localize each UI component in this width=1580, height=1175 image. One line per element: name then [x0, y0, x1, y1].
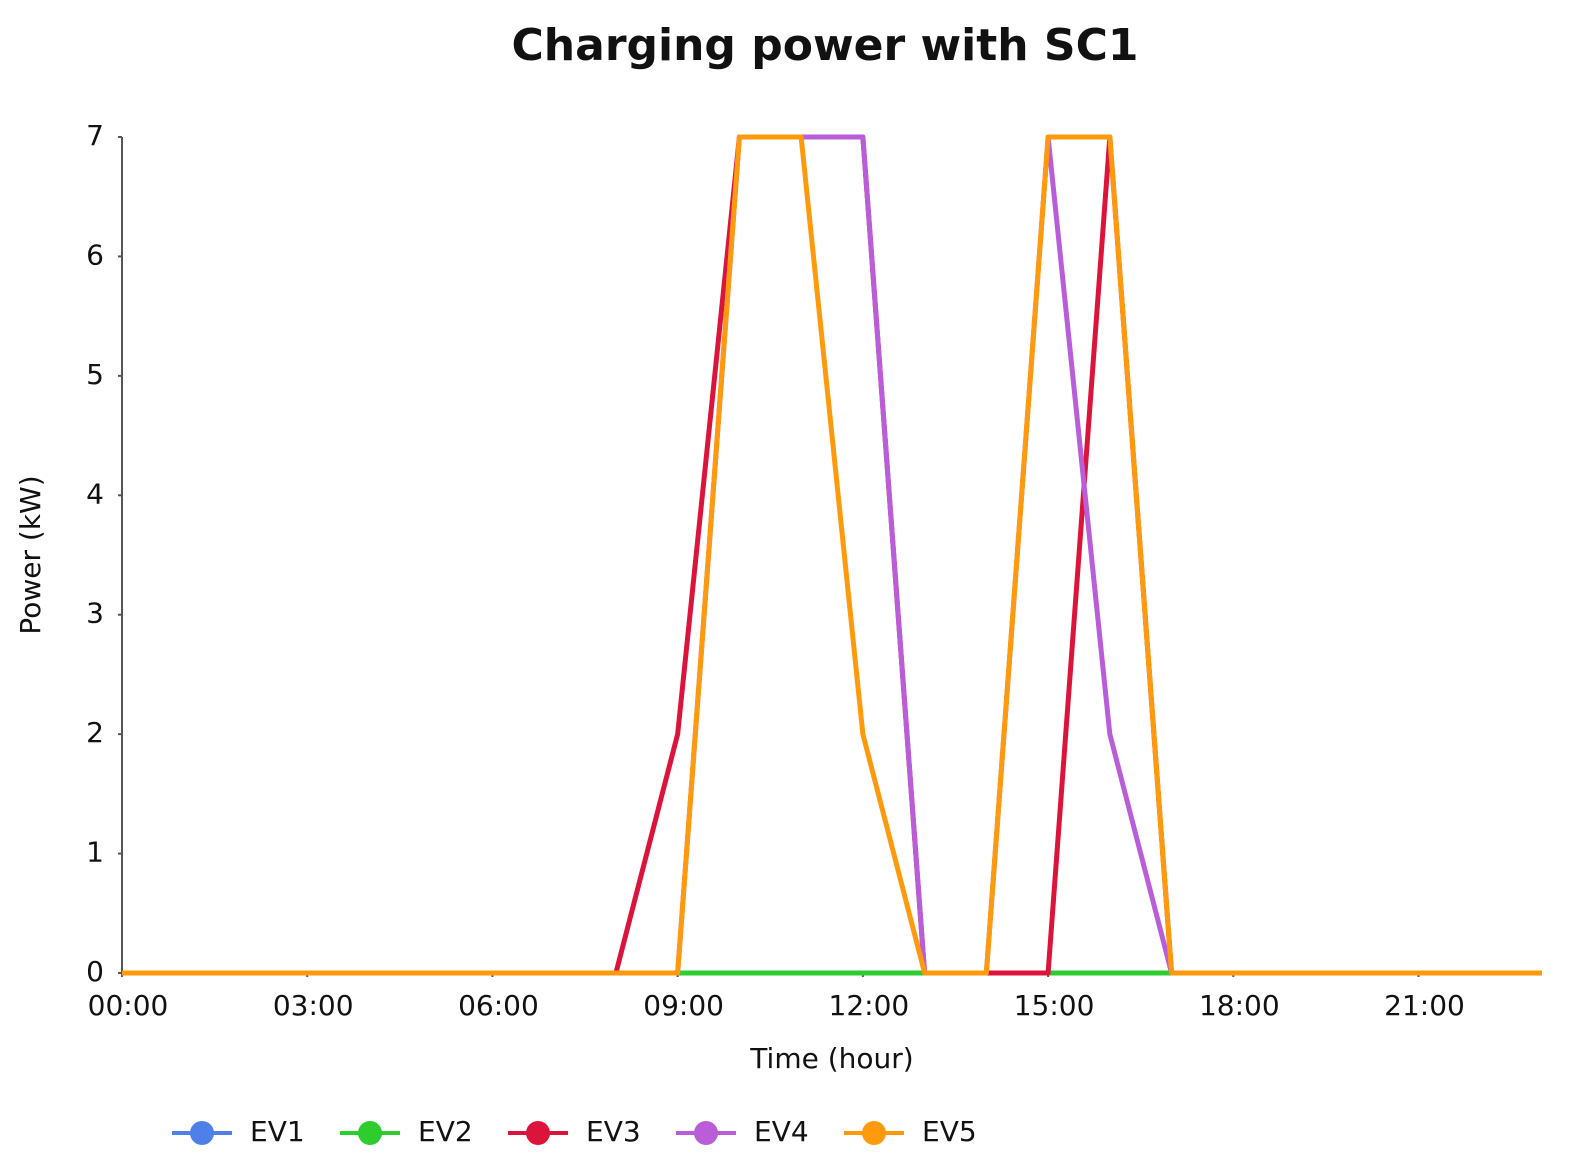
x-tick-label: 09:00 — [643, 989, 724, 1022]
legend-marker — [190, 1121, 214, 1145]
chart-title: Charging power with SC1 — [512, 20, 1139, 71]
legend-label: EV5 — [922, 1115, 977, 1148]
y-tick-label: 7 — [86, 119, 104, 152]
x-tick-label: 21:00 — [1384, 989, 1465, 1022]
y-tick-label: 6 — [86, 238, 104, 271]
series-line — [122, 134, 1542, 976]
series-line — [122, 134, 1542, 976]
x-tick-label: 18:00 — [1199, 989, 1280, 1022]
y-tick-label: 5 — [86, 358, 104, 391]
legend-marker — [862, 1121, 886, 1145]
legend-label: EV4 — [754, 1115, 809, 1148]
x-axis-label: Time (hour) — [749, 1042, 913, 1075]
y-tick-label: 2 — [86, 716, 104, 749]
x-tick-label: 06:00 — [458, 989, 539, 1022]
y-tick-label: 3 — [86, 597, 104, 630]
legend-marker — [694, 1121, 718, 1145]
x-tick-label: 03:00 — [273, 989, 354, 1022]
series-line — [122, 134, 1542, 976]
x-tick-label: 12:00 — [829, 989, 910, 1022]
legend-marker — [358, 1121, 382, 1145]
legend-label: EV1 — [250, 1115, 305, 1148]
x-tick-label: 00:00 — [88, 989, 169, 1022]
x-tick-label: 15:00 — [1014, 989, 1095, 1022]
y-tick-label: 0 — [86, 955, 104, 988]
legend-label: EV3 — [586, 1115, 641, 1148]
y-tick-label: 4 — [86, 477, 104, 510]
y-axis-label: Power (kW) — [14, 475, 47, 634]
legend-label: EV2 — [418, 1115, 473, 1148]
legend-marker — [526, 1121, 550, 1145]
y-tick-label: 1 — [86, 836, 104, 869]
